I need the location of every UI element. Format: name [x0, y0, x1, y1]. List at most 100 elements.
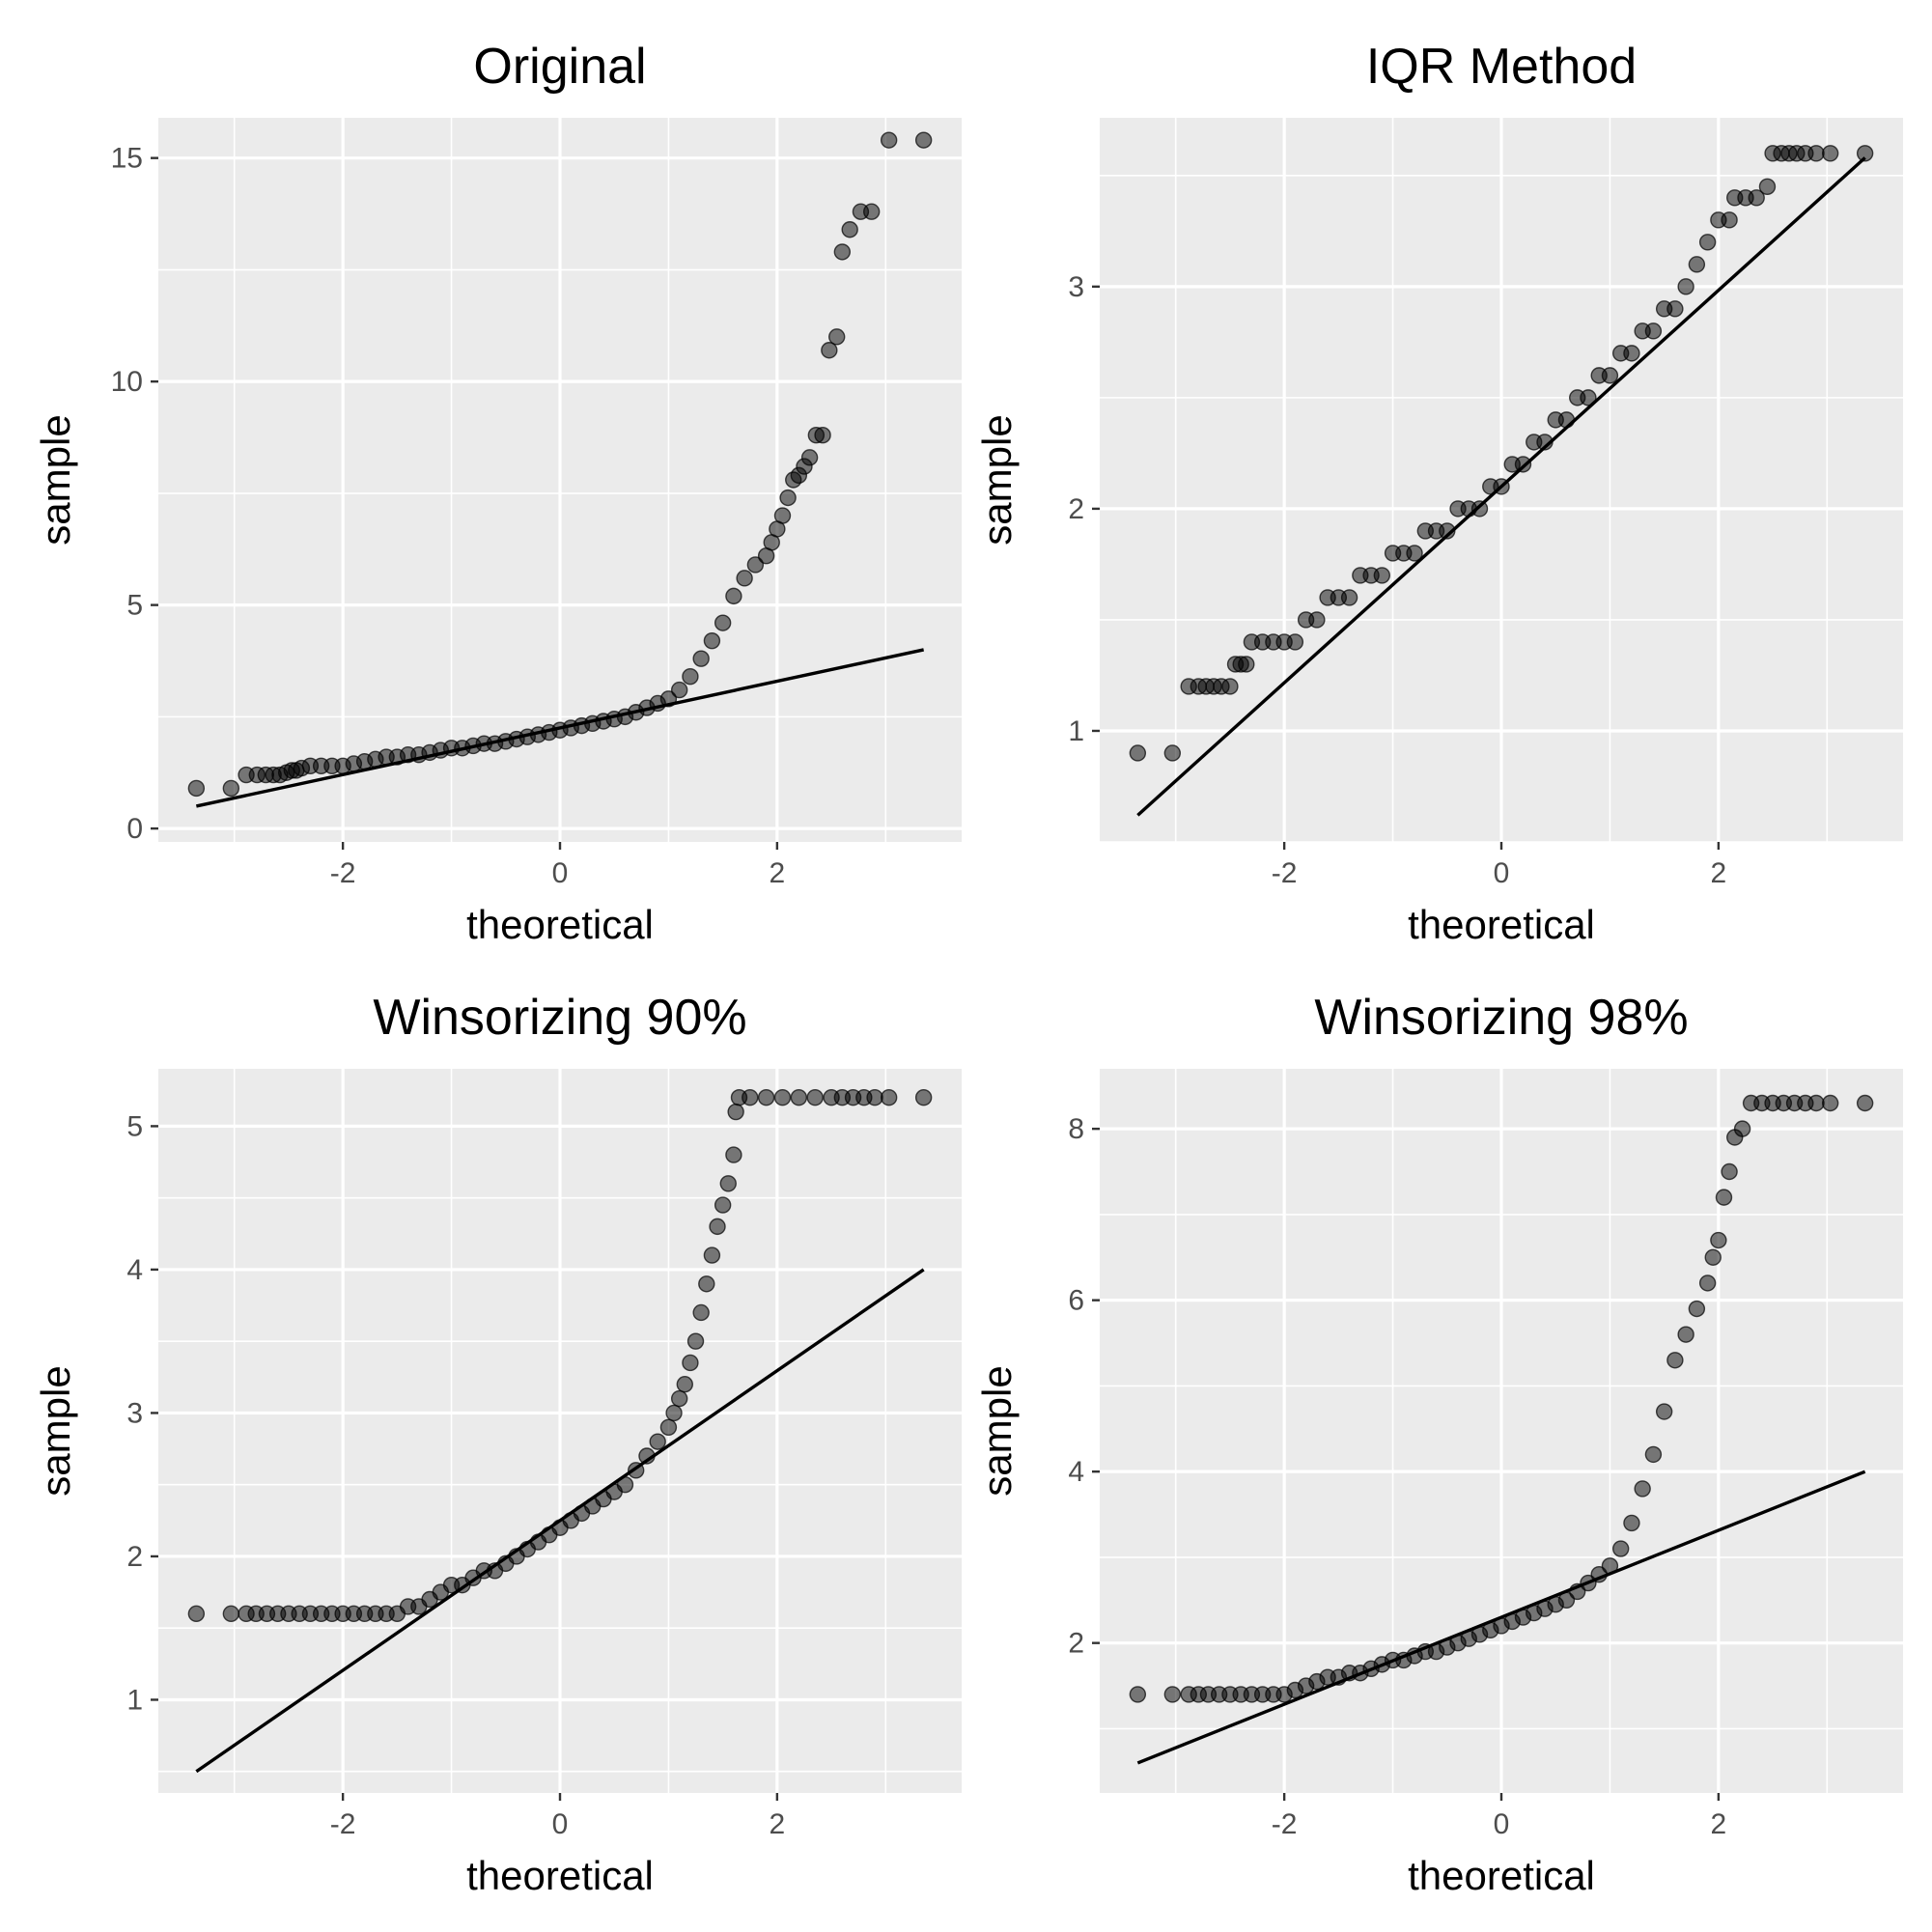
- qq-point: [1439, 522, 1456, 540]
- qq-point: [1590, 1565, 1608, 1583]
- qq-point: [1611, 1540, 1630, 1557]
- x-tick-label: -2: [330, 857, 356, 889]
- x-axis-label: theoretical: [466, 902, 654, 947]
- qq-point: [1666, 300, 1684, 318]
- y-tick-label: 8: [1068, 1113, 1084, 1145]
- y-tick-label: 0: [126, 813, 143, 845]
- y-tick-label: 6: [1068, 1285, 1084, 1317]
- y-tick-label: 4: [126, 1254, 143, 1286]
- qq-point: [725, 587, 742, 605]
- panel-title: IQR Method: [1366, 39, 1637, 95]
- x-tick-label: 2: [770, 857, 786, 889]
- qq-point: [1644, 1445, 1663, 1464]
- qq-point: [1470, 500, 1489, 518]
- qq-point: [1710, 1231, 1727, 1249]
- qq-point: [692, 1303, 710, 1322]
- y-tick-label: 15: [111, 143, 143, 175]
- qq-point: [1807, 145, 1825, 162]
- qq-point: [659, 1418, 678, 1436]
- qq-point: [1655, 1403, 1673, 1420]
- qq-point: [187, 779, 206, 798]
- qq-point: [714, 1196, 732, 1214]
- y-axis-label: sample: [33, 414, 78, 545]
- qq-point: [1514, 456, 1532, 473]
- qq-point: [773, 507, 792, 524]
- qq-point: [1807, 1094, 1825, 1112]
- qq-point: [1733, 1120, 1751, 1137]
- y-axis-label: sample: [974, 414, 1020, 545]
- y-axis-label: sample: [33, 1365, 78, 1496]
- qq-point: [686, 1332, 705, 1350]
- qq-point: [736, 570, 753, 587]
- qq-point: [670, 681, 688, 699]
- x-tick-label: 0: [552, 857, 569, 889]
- qq-point: [703, 631, 721, 650]
- qq-point: [742, 1089, 759, 1106]
- y-tick-label: 5: [126, 590, 143, 622]
- x-tick-label: 2: [770, 1808, 786, 1840]
- qq-point: [1677, 278, 1694, 295]
- x-axis-label: theoretical: [1408, 1853, 1595, 1898]
- y-tick-label: 4: [1068, 1456, 1084, 1488]
- qq-point: [1748, 189, 1765, 207]
- qq-point: [1677, 1326, 1694, 1343]
- qq-point: [1698, 1274, 1717, 1292]
- panel-winsorizing-90: Winsorizing 90% theoretical sample -2 0 2 1…: [33, 990, 962, 1898]
- qq-point: [1698, 234, 1717, 251]
- panel-title: Winsorizing 90%: [373, 990, 746, 1046]
- qq-point: [1601, 367, 1619, 384]
- qq-point: [676, 1376, 693, 1393]
- qq-point: [1623, 1514, 1640, 1532]
- qq-point: [1163, 744, 1182, 762]
- y-tick-label: 3: [1068, 271, 1084, 303]
- qq-point: [800, 449, 819, 466]
- qq-point: [709, 1218, 726, 1236]
- qq-point: [187, 1605, 206, 1623]
- qq-point: [725, 1146, 742, 1163]
- qq-point: [1557, 411, 1576, 429]
- qq-point: [1688, 256, 1706, 273]
- qq-point: [1580, 1574, 1597, 1592]
- panel-original: Original theoretical sample -2 0 2 0 5 10 15: [33, 39, 962, 947]
- qq-point: [1569, 1582, 1586, 1601]
- qq-point: [222, 779, 240, 798]
- qq-point: [698, 1275, 715, 1293]
- qq-point: [682, 668, 699, 686]
- y-tick-label: 1: [126, 1684, 143, 1716]
- qq-point: [616, 1475, 634, 1494]
- qq-point: [1821, 145, 1839, 162]
- qq-point: [1536, 434, 1554, 451]
- qq-point: [692, 650, 710, 667]
- y-tick-label: 2: [1068, 493, 1084, 525]
- qq-point: [1129, 1686, 1147, 1703]
- qq-point: [670, 1389, 688, 1408]
- x-tick-label: -2: [330, 1808, 356, 1840]
- qq-point: [790, 1089, 808, 1106]
- y-tick-label: 2: [1068, 1628, 1084, 1660]
- panel-title: Original: [473, 39, 646, 95]
- x-tick-label: 0: [552, 1808, 569, 1840]
- qq-point: [1238, 656, 1255, 673]
- qq-point: [757, 1089, 775, 1106]
- qq-point: [1856, 1094, 1874, 1112]
- qq-point: [828, 328, 846, 346]
- qq-reference-line: [1136, 1470, 1866, 1765]
- qq-point: [222, 1605, 240, 1623]
- panel-winsorizing-98: Winsorizing 98% theoretical sample -2 0 2 2…: [974, 990, 1903, 1898]
- qq-point: [862, 203, 881, 220]
- x-axis-label: theoretical: [1408, 902, 1595, 947]
- qq-point: [1406, 545, 1423, 562]
- qq-point: [746, 556, 765, 574]
- qq-point: [1821, 1094, 1839, 1112]
- panel-iqr-method: IQR Method theoretical sample -2 0 2 1 2 3: [974, 39, 1903, 947]
- qq-point: [821, 342, 838, 359]
- qq-point: [628, 1462, 645, 1479]
- qq-point: [1493, 478, 1510, 495]
- qq-point: [1340, 589, 1358, 606]
- panel-title: Winsorizing 98%: [1314, 990, 1688, 1046]
- qq-point: [1721, 211, 1738, 229]
- qq-point: [649, 1433, 666, 1450]
- y-tick-label: 10: [111, 366, 143, 398]
- qq-point: [703, 1246, 721, 1264]
